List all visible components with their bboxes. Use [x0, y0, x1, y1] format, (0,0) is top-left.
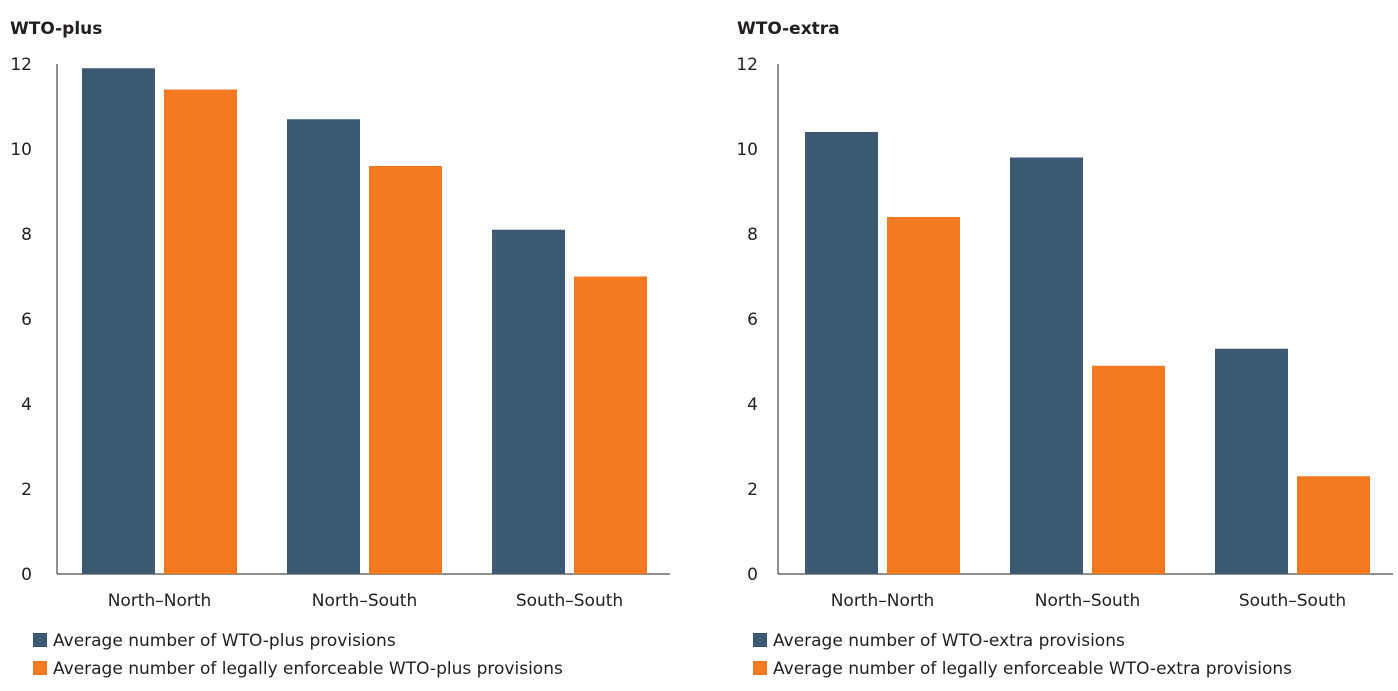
chart-wto-plus-y-tick-label: 4 [21, 395, 32, 415]
chart-wto-extra-bar-south-south-series-1 [1215, 348, 1288, 574]
chart-wto-extra-legend-label: Average number of WTO-extra provisions [773, 631, 1125, 651]
chart-wto-extra-y-tick-label: 12 [736, 55, 758, 75]
chart-wto-plus-y-tick-label: 10 [10, 140, 32, 160]
chart-wto-plus-category-label: North–South [312, 591, 417, 611]
chart-wto-plus-legend-swatch [33, 633, 47, 647]
chart-wto-extra-y-tick-label: 2 [747, 480, 758, 500]
wto-plus-chart: WTO-plus 0 2 4 6 8 10 12 North–North North–South S… [10, 19, 670, 679]
chart-wto-extra-y-tick-label: 10 [736, 140, 758, 160]
chart-wto-extra-y-tick-label: 6 [747, 310, 758, 330]
chart-wto-plus-y-tick-label: 6 [21, 310, 32, 330]
chart-wto-extra-y-tick-label: 8 [747, 225, 758, 245]
chart-wto-plus-bar-south-south-series-2 [574, 276, 647, 574]
chart-wto-plus-bar-north-south-series-2 [369, 166, 442, 574]
chart-wto-plus-category-label: South–South [516, 591, 623, 611]
wto-extra-chart: WTO-extra 0 2 4 6 8 10 12 North–North North–South… [736, 19, 1393, 679]
chart-wto-plus-bar-north-south-series-1 [287, 119, 360, 574]
chart-wto-extra-bar-north-south-series-2 [1092, 365, 1165, 574]
chart-wto-plus-y-tick-label: 0 [21, 565, 32, 585]
chart-wto-extra-bar-north-north-series-1 [805, 132, 878, 574]
chart-wto-extra-legend-swatch [753, 661, 767, 675]
chart-wto-extra-bar-north-south-series-1 [1010, 157, 1083, 574]
chart-wto-plus-bar-north-north-series-1 [82, 68, 155, 574]
chart-wto-plus-y-tick-label: 12 [10, 55, 32, 75]
chart-wto-plus-category-label: North–North [108, 591, 212, 611]
chart-wto-extra-category-label: North–North [831, 591, 935, 611]
chart-wto-plus-y-tick-label: 8 [21, 225, 32, 245]
chart-wto-extra-legend-swatch [753, 633, 767, 647]
chart-wto-plus-bar-north-north-series-2 [164, 89, 237, 574]
chart-wto-extra-bar-south-south-series-2 [1297, 476, 1370, 574]
chart-wto-plus-title: WTO-plus [10, 19, 102, 39]
chart-wto-plus-y-tick-label: 2 [21, 480, 32, 500]
chart-wto-extra-title: WTO-extra [737, 19, 840, 39]
chart-wto-plus-legend-label: Average number of WTO-plus provisions [53, 631, 396, 651]
chart-wto-plus-bar-south-south-series-1 [492, 229, 565, 574]
chart-wto-extra-y-tick-label: 0 [747, 565, 758, 585]
chart-wto-extra-y-tick-label: 4 [747, 395, 758, 415]
chart-wto-extra-category-label: South–South [1239, 591, 1346, 611]
chart-wto-plus-legend-swatch [33, 661, 47, 675]
chart-wto-extra-legend-label: Average number of legally enforceable WT… [773, 659, 1292, 679]
chart-wto-plus-legend-label: Average number of legally enforceable WT… [53, 659, 563, 679]
chart-wto-extra-bar-north-north-series-2 [887, 217, 960, 574]
chart-wto-extra-category-label: North–South [1035, 591, 1140, 611]
